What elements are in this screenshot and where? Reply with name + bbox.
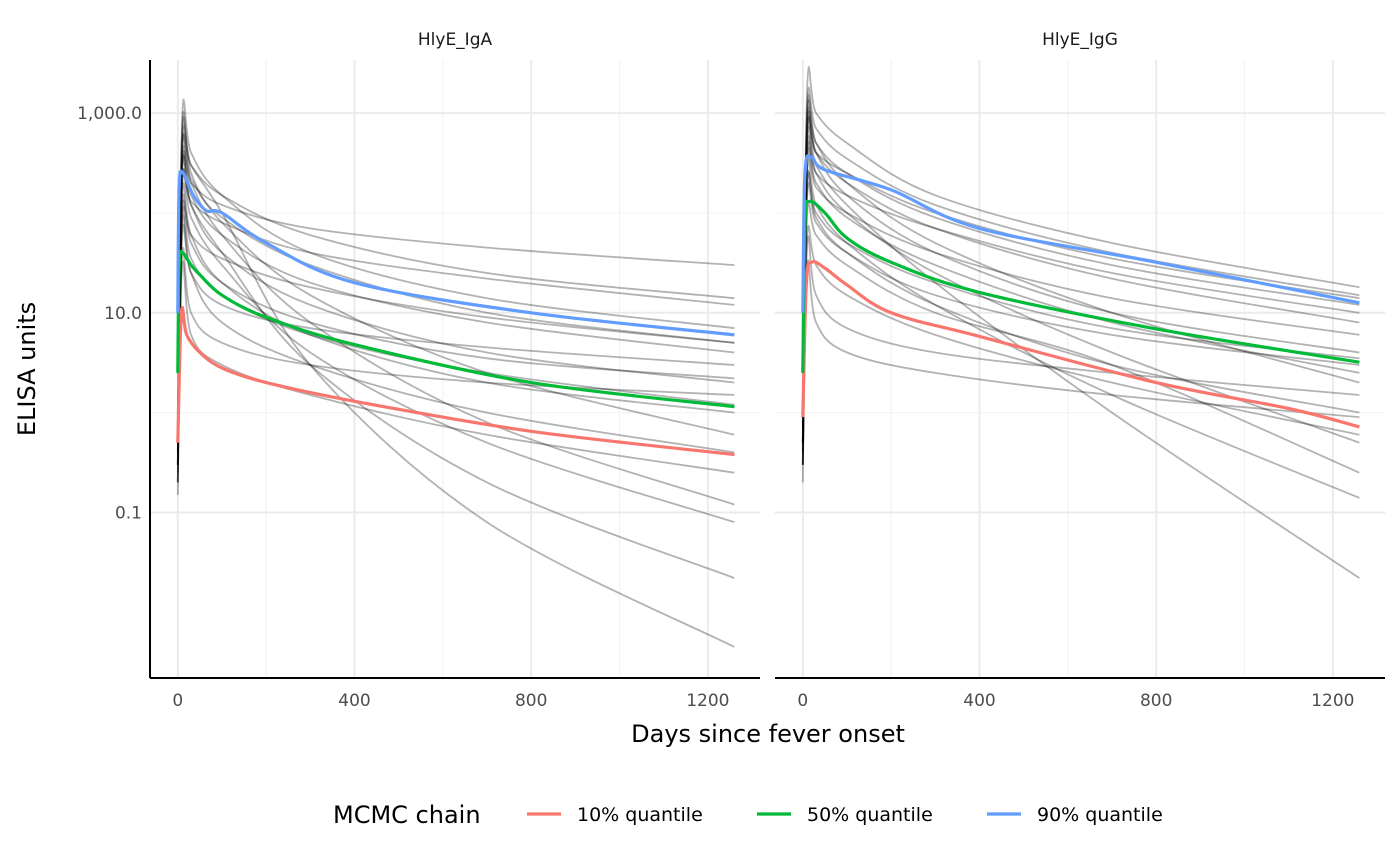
quantile-line-90-quantile: [176, 169, 735, 337]
sample-curve: [801, 235, 1360, 465]
sample-curve: [176, 168, 735, 524]
quantile-line-90-quantile: [801, 154, 1360, 313]
sample-curve: [176, 155, 735, 579]
x-tick-label: 400: [338, 691, 370, 711]
x-tick-label: 400: [963, 691, 995, 711]
sample-curve: [176, 145, 735, 435]
sample-curve: [801, 117, 1360, 423]
y-tick-label: 1,000.0: [77, 104, 142, 124]
legend-title: MCMC chain: [333, 801, 481, 829]
sample-curve: [176, 260, 735, 474]
sample-curve: [176, 206, 735, 473]
sample-curve: [176, 168, 735, 423]
sample-curve: [176, 182, 735, 465]
sample-curve: [801, 66, 1360, 443]
panel-HlyE_IgG: HlyE_IgG 0 400 800 1200: [775, 30, 1385, 711]
legend: MCMC chain 10% quantile 50% quantile 90% q…: [333, 801, 1163, 829]
y-axis-title: ELISA units: [13, 302, 41, 436]
sample-curve: [801, 171, 1360, 465]
sample-curve: [801, 157, 1360, 499]
legend-label: 50% quantile: [807, 804, 933, 826]
sample-curve: [176, 124, 735, 443]
x-tick-label: 800: [1140, 691, 1172, 711]
legend-entry: 50% quantile: [757, 804, 933, 826]
quantile-line-50-quantile: [176, 249, 735, 409]
legend-entry: 10% quantile: [527, 804, 703, 826]
facet-title: HlyE_IgG: [1042, 30, 1118, 50]
y-tick-label: 0.1: [115, 503, 142, 523]
x-tick-label: 800: [515, 691, 547, 711]
x-tick-label: 0: [172, 691, 183, 711]
sample-curve: [176, 247, 735, 453]
sample-curve: [176, 223, 735, 483]
y-tick-label: 10.0: [104, 304, 142, 324]
x-tick-label: 1200: [686, 691, 729, 711]
sample-curve: [801, 115, 1360, 579]
quantile-line-10-quantile: [801, 260, 1360, 429]
sample-curve: [176, 200, 735, 443]
panel-HlyE_IgA: HlyE_IgA 0.1 10.0 1,000.0 0 400 800 1200: [77, 30, 760, 711]
sample-curve: [176, 154, 735, 413]
sample-curve: [176, 132, 735, 429]
legend-entry: 90% quantile: [987, 804, 1163, 826]
x-axis-title: Days since fever onset: [631, 720, 905, 748]
x-tick-label: 0: [797, 691, 808, 711]
sample-curve: [176, 150, 735, 413]
quantile-line-10-quantile: [176, 306, 735, 457]
x-tick-label: 1200: [1311, 691, 1354, 711]
sample-curve: [801, 224, 1360, 443]
sample-curve: [176, 133, 735, 506]
sample-curve: [176, 214, 735, 454]
sample-curve: [176, 193, 735, 453]
legend-label: 10% quantile: [577, 804, 703, 826]
legend-label: 90% quantile: [1037, 804, 1163, 826]
facet-title: HlyE_IgA: [418, 30, 493, 50]
